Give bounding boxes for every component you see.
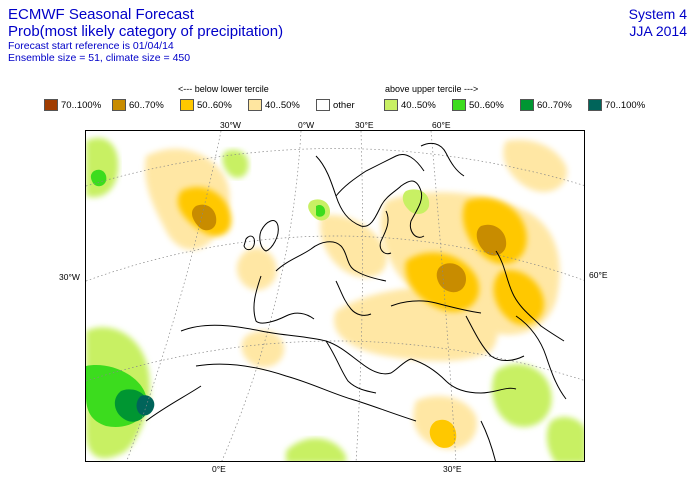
legend-label: 40..50% — [265, 99, 300, 111]
coastlines — [145, 142, 567, 461]
ensemble-size-text: Ensemble size = 51, climate size = 450 — [8, 52, 191, 64]
legend-label: 60..70% — [129, 99, 164, 111]
legend-item: 60..70% — [112, 99, 164, 111]
lon-label: 60°E — [432, 120, 451, 130]
above-70-100-areas — [136, 395, 155, 416]
system-label: System 4 — [628, 6, 687, 22]
legend-item: 50..60% — [452, 99, 504, 111]
legend-swatch — [520, 99, 534, 111]
lat-label-right: 60°E — [589, 270, 608, 280]
map-canvas — [86, 131, 584, 461]
legend-below-heading: <--- below lower tercile — [178, 84, 269, 94]
legend-label: 70..100% — [61, 99, 102, 111]
legend-item: 60..70% — [520, 99, 572, 111]
legend-label: 50..60% — [197, 99, 232, 111]
forecast-start-text: Forecast start reference is 01/04/14 — [8, 40, 174, 52]
chart-title: ECMWF Seasonal Forecast — [8, 6, 194, 23]
legend-item: 70..100% — [44, 99, 101, 111]
legend-swatch — [316, 99, 330, 111]
forecast-map — [85, 130, 585, 462]
lon-label-bottom: 30°E — [443, 464, 462, 474]
graticule — [86, 131, 584, 461]
below-60-70-areas — [191, 204, 507, 293]
legend-swatch — [248, 99, 262, 111]
lon-label: 0°W — [298, 120, 315, 130]
legend-label: 50..60% — [469, 99, 504, 111]
system-block: System 4 JJA 2014 — [629, 6, 687, 40]
chart-subtitle: Prob(most likely category of precipitati… — [8, 23, 284, 40]
legend-label: 60..70% — [537, 99, 572, 111]
legend-swatch — [452, 99, 466, 111]
season-label: JJA 2014 — [629, 23, 687, 39]
legend-item: 40..50% — [248, 99, 300, 111]
legend-above-heading: above upper tercile ---> — [385, 84, 479, 94]
lon-label-bottom: 0°E — [212, 464, 226, 474]
lon-label: 30°W — [220, 120, 241, 130]
legend-item: 50..60% — [180, 99, 232, 111]
lon-label: 30°E — [355, 120, 374, 130]
lat-label-left: 30°W — [59, 272, 80, 282]
legend-item: 70..100% — [588, 99, 645, 111]
legend-swatch — [588, 99, 602, 111]
legend-swatch — [180, 99, 194, 111]
legend-item: 40..50% — [384, 99, 436, 111]
title-block: ECMWF Seasonal Forecast Prob(most likely… — [8, 6, 283, 64]
legend-item: other — [316, 99, 355, 111]
legend-swatch — [44, 99, 58, 111]
legend-swatch — [384, 99, 398, 111]
legend-swatch — [112, 99, 126, 111]
legend-label: 70..100% — [605, 99, 646, 111]
legend-label: other — [333, 99, 355, 111]
legend-label: 40..50% — [401, 99, 436, 111]
